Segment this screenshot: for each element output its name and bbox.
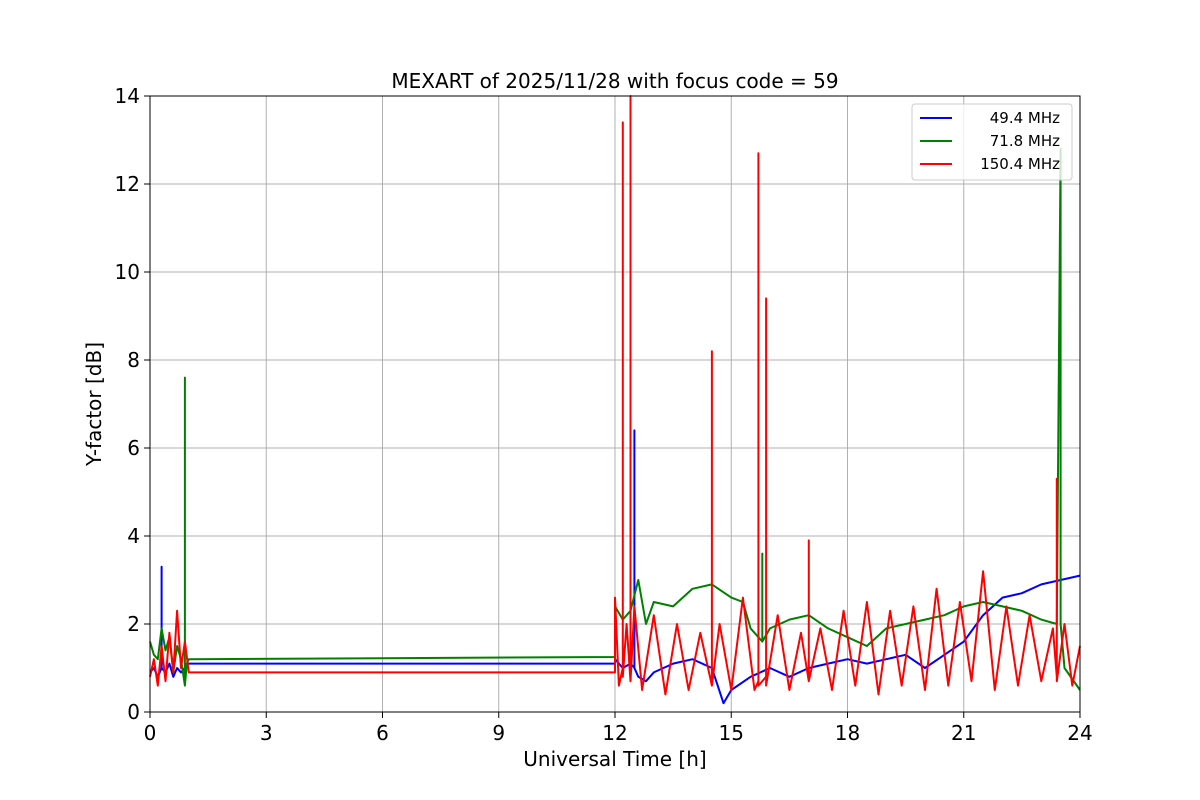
series-line-2 bbox=[149, 95, 1081, 696]
y-tick-label: 12 bbox=[115, 172, 140, 196]
x-tick-label: 18 bbox=[835, 721, 860, 745]
x-tick-label: 6 bbox=[376, 721, 389, 745]
chart-title: MEXART of 2025/11/28 with focus code = 5… bbox=[391, 69, 838, 93]
y-axis-label: Y-factor [dB] bbox=[82, 342, 106, 467]
x-tick-label: 3 bbox=[260, 721, 273, 745]
series-line-0 bbox=[149, 429, 1081, 705]
y-tick-label: 14 bbox=[115, 84, 140, 108]
x-axis: 0 3 6 9 12 15 18 21 24 bbox=[144, 712, 1093, 745]
y-tick-label: 6 bbox=[127, 436, 140, 460]
y-tick-label: 10 bbox=[115, 260, 140, 284]
x-tick-label: 21 bbox=[951, 721, 976, 745]
y-tick-label: 8 bbox=[127, 348, 140, 372]
x-tick-label: 0 bbox=[144, 721, 157, 745]
y-tick-label: 2 bbox=[127, 612, 140, 636]
legend: 49.4 MHz 71.8 MHz 150.4 MHz bbox=[911, 103, 1073, 181]
x-tick-label: 9 bbox=[492, 721, 505, 745]
x-tick-label: 15 bbox=[719, 721, 744, 745]
x-tick-label: 24 bbox=[1067, 721, 1092, 745]
legend-label: 150.4 MHz bbox=[980, 155, 1060, 173]
legend-label: 71.8 MHz bbox=[990, 132, 1060, 150]
y-axis: 0 2 4 6 8 10 12 14 bbox=[115, 84, 150, 724]
plot-area bbox=[149, 95, 1081, 705]
x-tick-label: 12 bbox=[602, 721, 627, 745]
y-tick-label: 4 bbox=[127, 524, 140, 548]
y-tick-label: 0 bbox=[127, 700, 140, 724]
legend-label: 49.4 MHz bbox=[990, 109, 1060, 127]
legend-box bbox=[911, 103, 1073, 181]
x-axis-label: Universal Time [h] bbox=[523, 747, 706, 771]
